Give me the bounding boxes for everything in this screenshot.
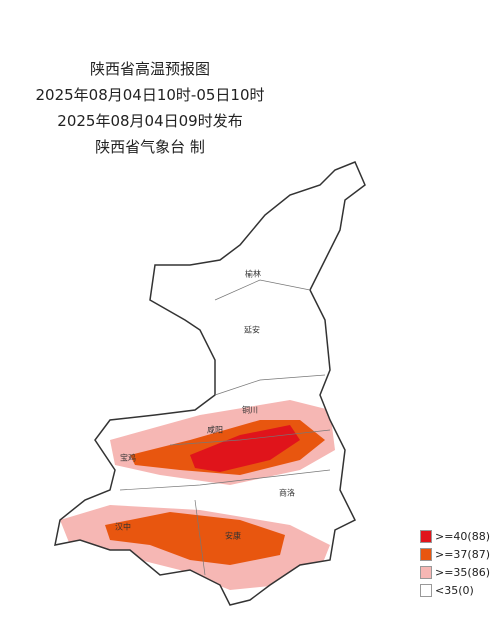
legend-swatch [420, 530, 432, 543]
city-borders [119, 279, 331, 576]
legend-item: >=40(88) [420, 530, 490, 543]
legend-swatch [420, 584, 432, 597]
heat-areas [60, 400, 335, 590]
city-label: 商洛 [279, 488, 295, 498]
legend-swatch [420, 548, 432, 561]
city-label: 汉中 [115, 522, 131, 532]
period: 2025年08月04日10时-05日10时 [35, 86, 265, 104]
title: 陕西省高温预报图 [89, 60, 210, 78]
city-label: 铜川 [242, 405, 258, 415]
legend-label: <35(0) [435, 584, 474, 597]
legend-item: <35(0) [420, 584, 474, 597]
city-label: 延安 [244, 325, 260, 335]
city-label: 宝鸡 [120, 453, 136, 463]
legend-swatch [420, 566, 432, 579]
city-label: 咸阳 [207, 425, 223, 435]
producer: 陕西省气象台 制 [95, 138, 205, 156]
city-label: 榆林 [245, 269, 261, 279]
legend-item: >=37(87) [420, 548, 490, 561]
issued: 2025年08月04日09时发布 [57, 112, 243, 130]
legend-item: >=35(86) [420, 566, 490, 579]
legend-label: >=35(86) [435, 566, 491, 579]
legend-label: >=37(87) [435, 548, 491, 561]
city-label: 安康 [225, 531, 241, 541]
legend-label: >=40(88) [435, 530, 491, 543]
